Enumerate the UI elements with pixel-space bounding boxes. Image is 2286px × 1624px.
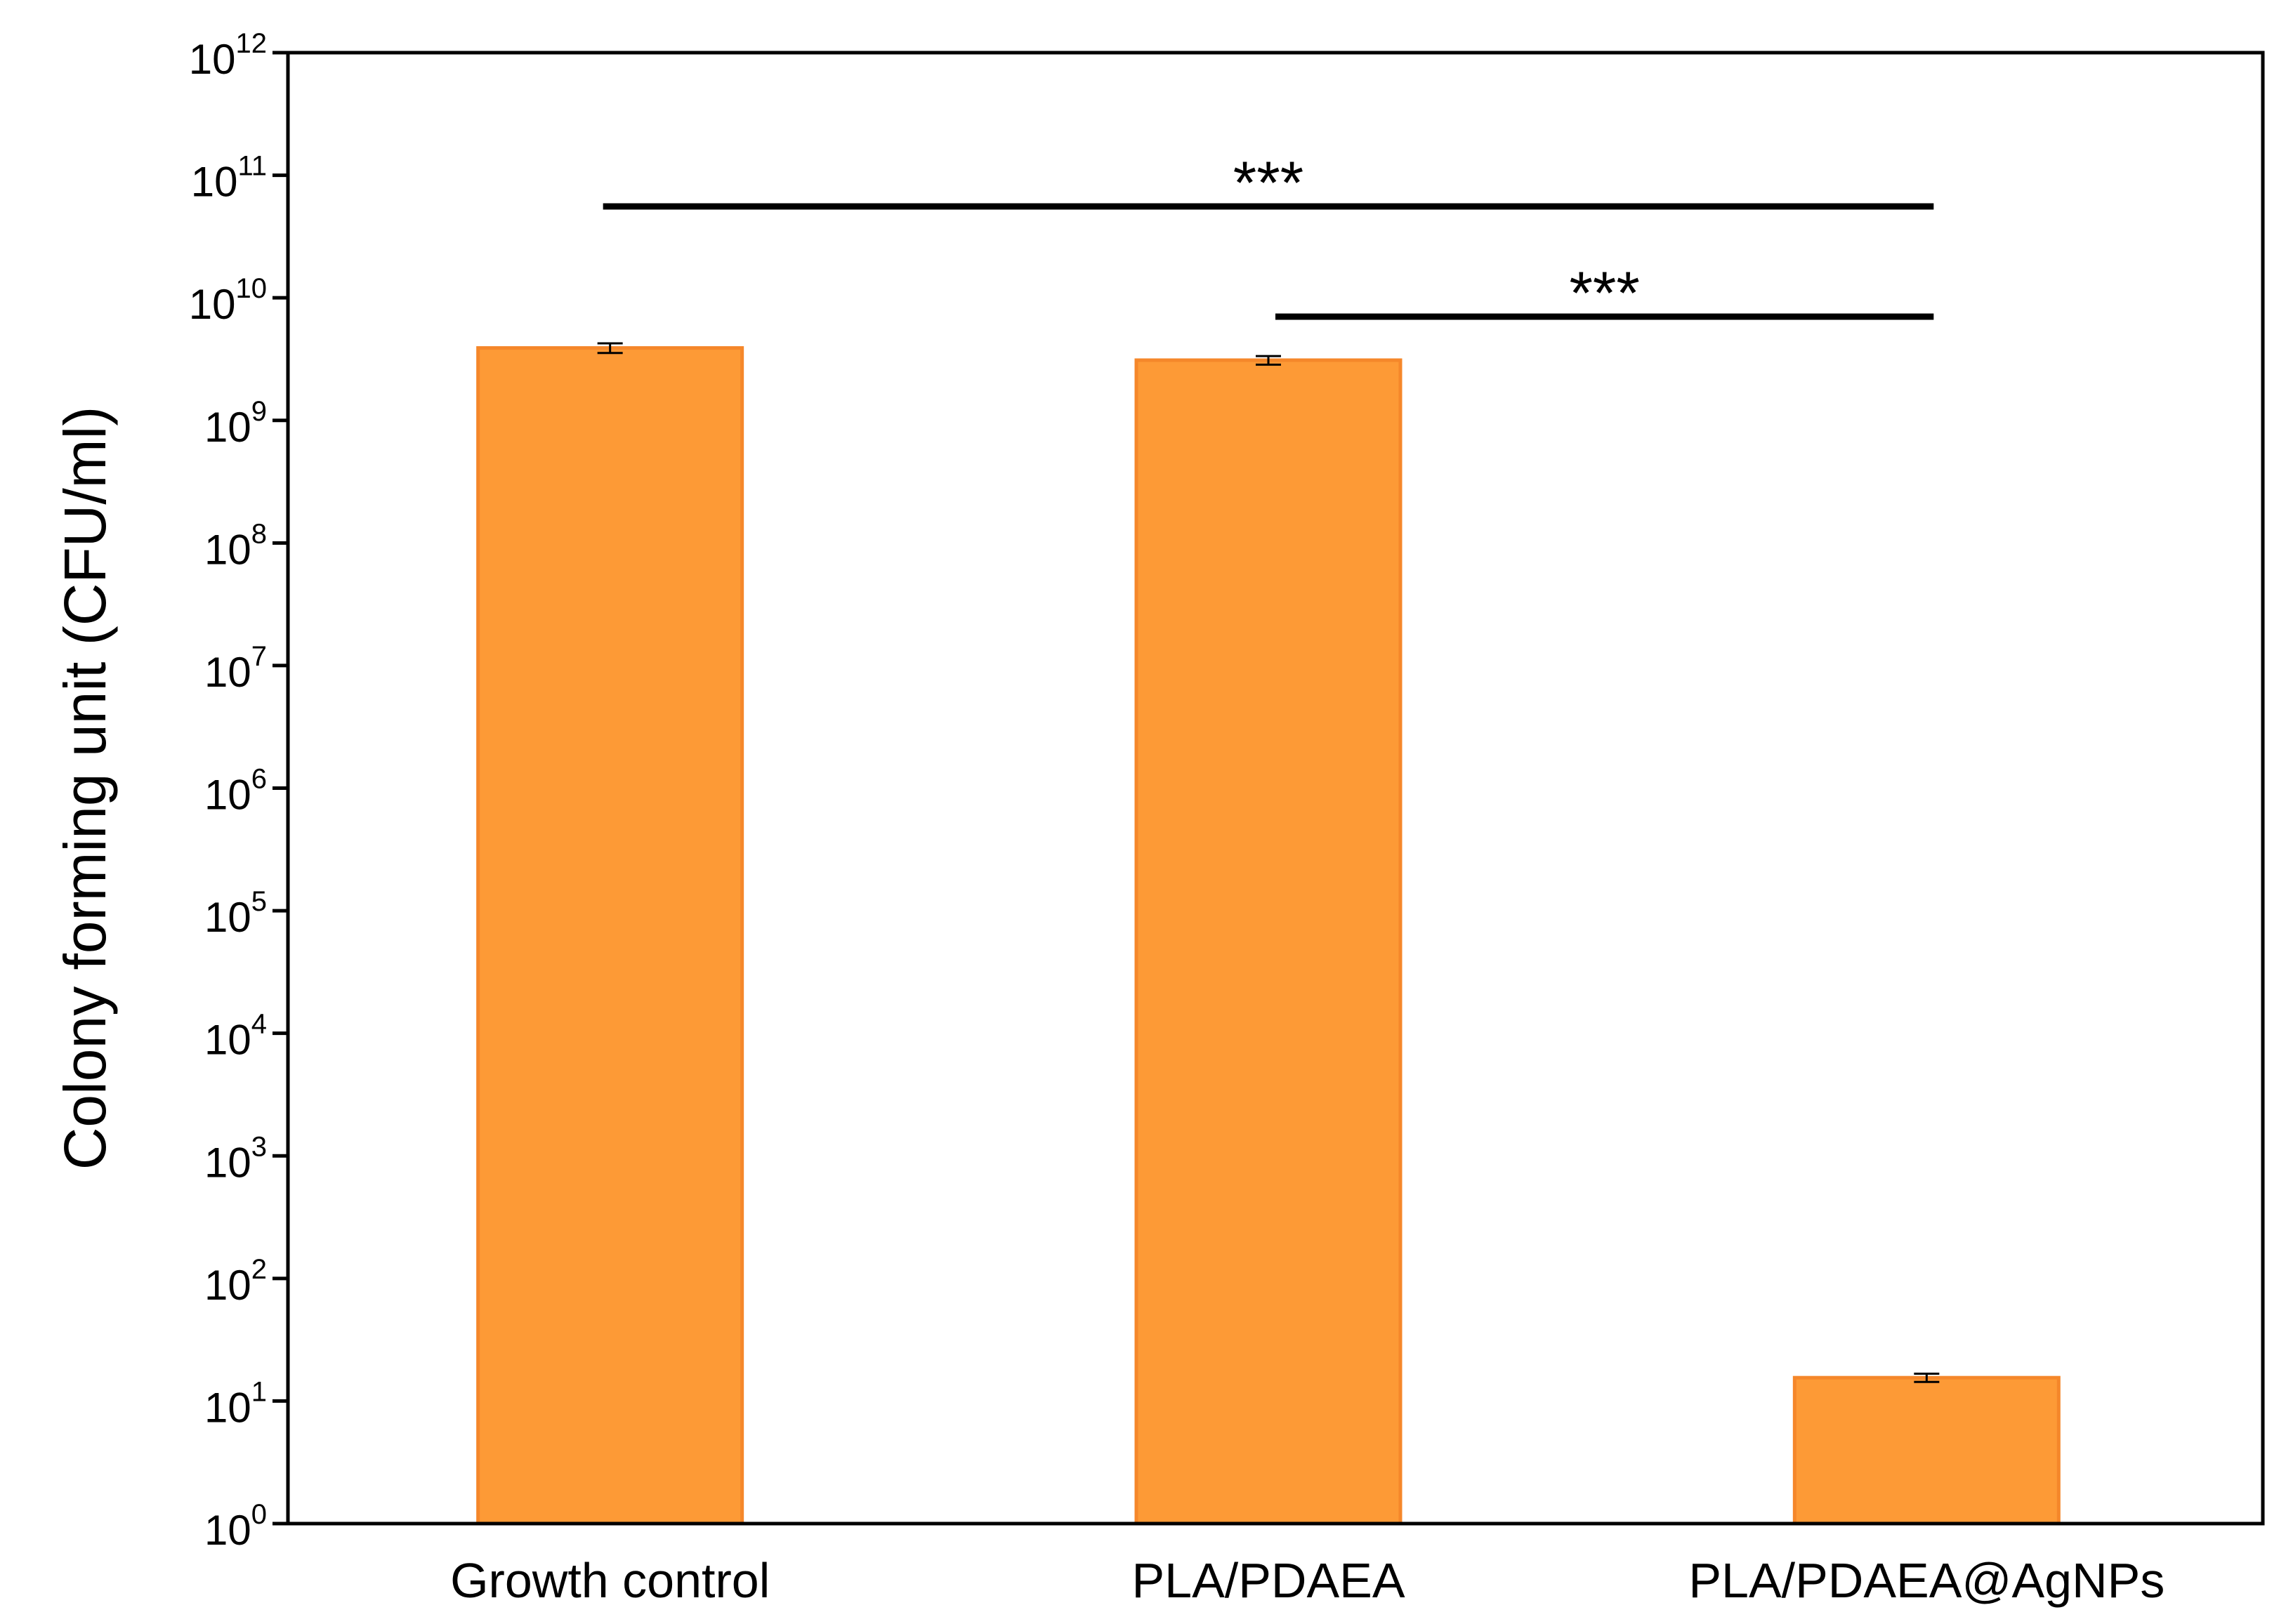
bar-2 [1134, 358, 1403, 1526]
significance-annotations: *** *** [603, 150, 1934, 327]
bars-layer [476, 346, 2061, 1526]
x-category-label: PLA/PDAEA@AgNPs [1688, 1553, 2165, 1608]
error-bar-1 [597, 342, 623, 355]
y-tick-label: 107 [204, 641, 267, 696]
significance-bracket-2: *** [1275, 260, 1934, 327]
significance-label: *** [1233, 150, 1303, 217]
bar-3 [1792, 1375, 2061, 1526]
y-tick-label: 1011 [191, 151, 267, 206]
error-bar-2 [1256, 355, 1281, 366]
y-tick-label: 102 [204, 1254, 267, 1309]
y-tick-label: 1012 [189, 28, 267, 83]
x-category-labels: Growth control PLA/PDAEA PLA/PDAEA@AgNPs [450, 1553, 2165, 1608]
error-bar-3 [1914, 1373, 1940, 1383]
y-tick-label: 103 [204, 1131, 267, 1186]
significance-label: *** [1569, 260, 1639, 327]
error-bars-layer [597, 342, 1940, 1383]
bar-1 [476, 346, 744, 1526]
y-axis-title: Colony forming unit (CFU/ml) [52, 407, 118, 1170]
y-tick-label: 106 [204, 764, 267, 819]
significance-bracket-1: *** [603, 150, 1934, 217]
y-tick-label: 108 [204, 518, 267, 573]
y-ticks-layer: 100 101 102 103 104 105 106 107 108 109 1010 1011 10… [189, 28, 288, 1554]
x-category-label: Growth control [450, 1553, 770, 1608]
y-tick-label: 105 [204, 886, 267, 941]
y-tick-label: 1010 [189, 273, 267, 328]
y-tick-label: 101 [204, 1376, 267, 1431]
x-category-label: PLA/PDAEA [1131, 1553, 1405, 1608]
y-tick-label: 104 [204, 1009, 267, 1064]
y-tick-label: 100 [204, 1499, 267, 1554]
y-tick-label: 109 [204, 396, 267, 451]
